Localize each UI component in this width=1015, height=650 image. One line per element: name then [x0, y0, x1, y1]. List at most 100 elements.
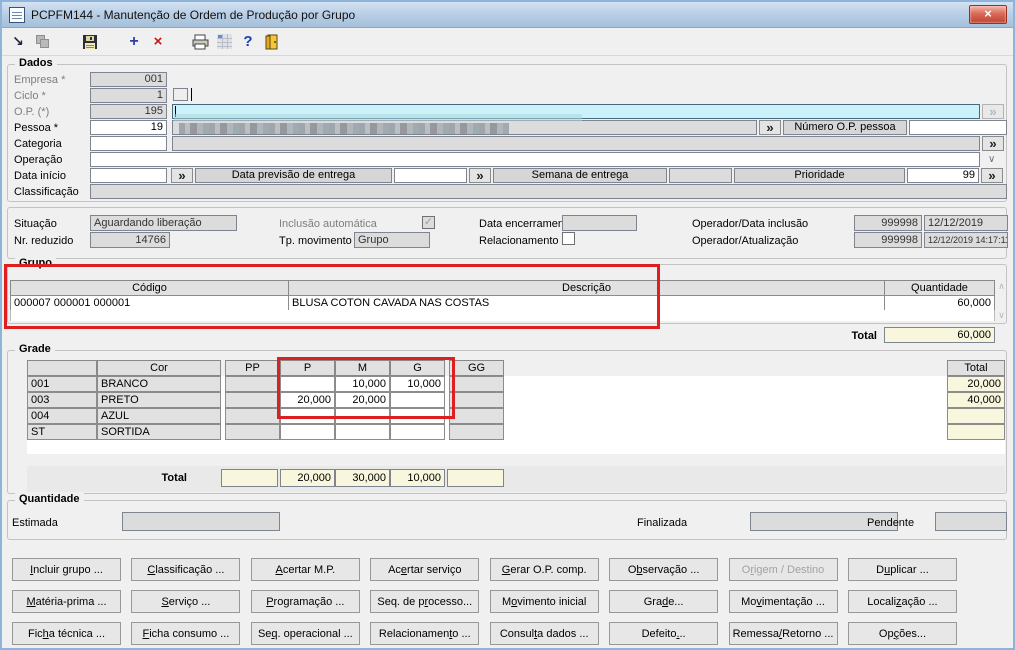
action-button-consulta-dados[interactable]: Consul t a dados ...	[489, 622, 599, 645]
action-button-relacionamento[interactable]: Relacionamen t o ...	[370, 622, 480, 645]
grade-cell-003-code: 003	[27, 392, 97, 408]
grade-cell-003-total: 40,000	[947, 392, 1005, 408]
grade-header-total: Total	[947, 360, 1005, 376]
grade-cell-st-m[interactable]	[335, 424, 390, 440]
action-button-movimenta-o[interactable]: Mo v imentação ...	[728, 590, 838, 613]
grade-cell-001-pp	[225, 376, 280, 392]
grade-header-g: G	[390, 360, 445, 376]
grade-cell-001-g[interactable]: 10,000	[390, 376, 445, 392]
grade-header-cor: Cor	[97, 360, 221, 376]
grade-cell-004-g[interactable]	[390, 408, 445, 424]
grade-cell-004-p[interactable]	[280, 408, 335, 424]
grade-cell-004-m[interactable]	[335, 408, 390, 424]
data-previsao-lookup-button[interactable]: »	[469, 168, 491, 183]
relacionamento-checkbox[interactable]	[562, 232, 575, 245]
grade-cell-st-g[interactable]	[390, 424, 445, 440]
grade-cell-st-code: ST	[27, 424, 97, 440]
action-button-localiza-o[interactable]: Locali z ação ...	[847, 590, 957, 613]
action-button-ficha-t-cnica[interactable]: Fic h a técnica ...	[12, 622, 121, 645]
grade-cell-003-g[interactable]	[390, 392, 445, 408]
print-icon[interactable]	[190, 32, 210, 52]
prioridade-field[interactable]: 99	[907, 168, 979, 183]
categoria-lookup-button[interactable]: »	[982, 136, 1004, 151]
grade-cell-st-p[interactable]	[280, 424, 335, 440]
operador-atualizacao-label: Operador/Atualização	[692, 235, 799, 247]
pendente-label: Pendente	[867, 517, 915, 529]
pessoa-lookup-button[interactable]: »	[759, 120, 781, 135]
grupo-scrollbar[interactable]: ∧ ∨	[995, 282, 1008, 320]
pessoa-label: Pessoa *	[14, 122, 59, 134]
text-caret	[191, 88, 192, 101]
grade-cell-st-color: SORTIDA	[97, 424, 221, 440]
ciclo-field: 1	[90, 88, 167, 103]
grade-total-band	[27, 466, 1005, 492]
action-button-grade[interactable]: Gra d e...	[609, 590, 719, 613]
grupo-row-codigo[interactable]: 000007 000001 000001	[10, 295, 289, 311]
save-icon[interactable]	[80, 32, 100, 52]
cascade-windows-icon[interactable]	[32, 32, 52, 52]
grade-cell-003-p[interactable]: 20,000	[280, 392, 335, 408]
action-button-defeito[interactable]: Defeito ...	[609, 622, 719, 645]
grid-icon[interactable]	[214, 32, 234, 52]
grade-total-pp	[221, 469, 278, 487]
grupo-row-quantidade[interactable]: 60,000	[884, 295, 995, 311]
scroll-down-icon[interactable]: ∨	[998, 310, 1005, 320]
grupo-total-field: 60,000	[884, 327, 995, 343]
delete-icon[interactable]: ×	[153, 33, 163, 50]
jump-record-icon[interactable]: ↘	[12, 33, 24, 49]
grupo-row-descricao[interactable]: BLUSA COTON CAVADA NAS COSTAS	[288, 295, 885, 311]
op-field: 195	[90, 104, 167, 119]
grade-header-m: M	[335, 360, 390, 376]
grade-total-m: 30,000	[335, 469, 390, 487]
grupo-header-quantidade: Quantidade	[884, 280, 995, 296]
dados-title: Dados	[15, 57, 57, 70]
grade-cell-003-m[interactable]: 20,000	[335, 392, 390, 408]
action-button-remessa-retorno[interactable]: Remessa / Retorno ...	[728, 622, 838, 645]
data-previsao-field[interactable]	[394, 168, 467, 183]
redacted-person-name	[179, 123, 509, 134]
titlebar: PCPFM144 - Manutenção de Ordem de Produç…	[2, 2, 1013, 28]
exit-icon[interactable]	[262, 32, 282, 52]
grupo-header-codigo: Código	[10, 280, 289, 296]
operacao-dropdown-icon[interactable]: ∨	[988, 154, 996, 165]
operacao-field[interactable]	[90, 152, 980, 167]
action-button-acertar-servi-o[interactable]: Ac e rtar serviço	[370, 558, 480, 581]
op-label: O.P. (*)	[14, 106, 50, 118]
action-button-op-es[interactable]: Op ç ões...	[847, 622, 957, 645]
prioridade-lookup-button[interactable]: »	[981, 168, 1003, 183]
data-inicio-lookup-button[interactable]: »	[171, 168, 193, 183]
grade-header-gg: GG	[449, 360, 504, 376]
action-button-seq-de-processo[interactable]: Seq. de p r ocesso...	[370, 590, 480, 613]
pessoa-field[interactable]: 19	[90, 120, 167, 135]
classificacao-label: Classificação	[14, 186, 79, 198]
grade-cell-001-p[interactable]	[280, 376, 335, 392]
help-icon[interactable]: ?	[243, 33, 253, 50]
close-button[interactable]: ×	[969, 5, 1007, 24]
scroll-up-icon[interactable]: ∧	[998, 281, 1005, 291]
grade-cell-004-total	[947, 408, 1005, 424]
add-icon[interactable]: +	[129, 32, 139, 50]
grade-cell-001-total: 20,000	[947, 376, 1005, 392]
data-inicio-field[interactable]	[90, 168, 167, 183]
operacao-label: Operação	[14, 154, 63, 166]
numero-op-pessoa-field[interactable]	[909, 120, 1007, 135]
grade-cell-001-m[interactable]: 10,000	[335, 376, 390, 392]
action-button-seq-operacional[interactable]: Se q. operacional ...	[250, 622, 360, 645]
operador-inclusao-label: Operador/Data inclusão	[692, 218, 809, 230]
ciclo-side-button[interactable]	[173, 88, 188, 101]
categoria-field[interactable]	[90, 136, 167, 151]
